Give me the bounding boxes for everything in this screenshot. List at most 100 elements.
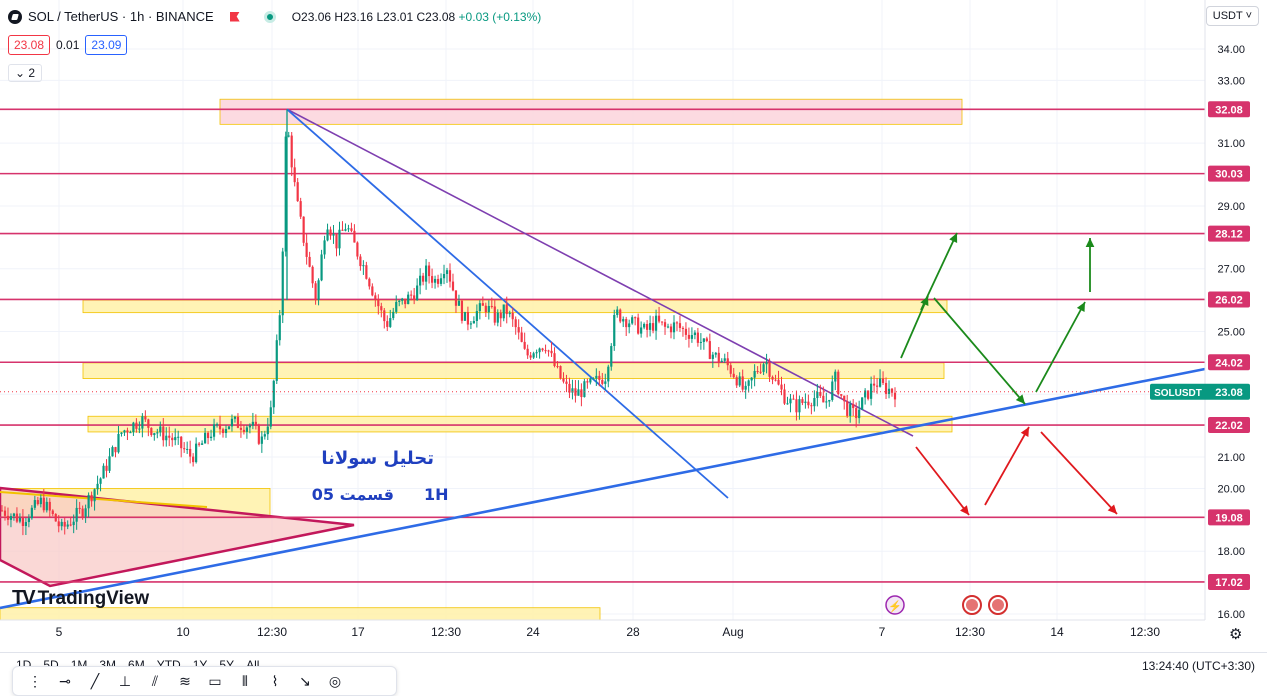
candle-body: [108, 456, 111, 471]
candle-body: [890, 388, 894, 393]
zone-pink: [219, 98, 963, 125]
candle-body: [610, 346, 613, 367]
candle-body: [206, 432, 210, 439]
candle-body: [9, 516, 13, 520]
candle-body: [413, 295, 416, 301]
vertical-line-icon[interactable]: ⊥: [118, 673, 132, 689]
level-label: 32.08: [1215, 104, 1243, 116]
candle-body: [159, 426, 162, 433]
candle-body: [654, 315, 658, 331]
candle-body: [834, 371, 837, 382]
price-tick-label: 25.00: [1217, 327, 1245, 339]
candle-body: [753, 370, 756, 378]
candle-body: [666, 326, 670, 328]
candle-body: [861, 397, 864, 410]
arrow-icon[interactable]: ↘: [299, 673, 311, 689]
candle-body: [604, 381, 607, 384]
gear-icon[interactable]: ⚙: [1229, 626, 1243, 643]
candle-body: [410, 294, 413, 296]
candle-body: [553, 353, 556, 367]
candle-body: [427, 265, 431, 277]
candle-body: [696, 332, 699, 343]
candle-body: [663, 322, 667, 327]
overlay-title: تحلیل سولانا: [321, 448, 434, 469]
candle-body: [248, 425, 251, 428]
candle-body: [75, 507, 78, 522]
candle-body: [78, 507, 81, 509]
indicators-toggle[interactable]: ⌄ 2: [8, 64, 43, 82]
time-tick-label: 14: [1050, 625, 1064, 639]
scenario-arrow: [933, 297, 1026, 405]
sell-price[interactable]: 23.08: [8, 35, 51, 55]
price-tick-label: 20.00: [1217, 483, 1245, 495]
candle-body: [371, 286, 374, 296]
scenario-arrow: [1035, 301, 1086, 393]
candle-body: [99, 478, 102, 484]
candle-body: [18, 517, 22, 522]
candle-body: [153, 433, 156, 436]
time-axis-bg: [0, 620, 1205, 652]
candle-body: [523, 341, 526, 349]
candle-body: [675, 322, 679, 324]
candle-body: [529, 355, 532, 358]
candle-body: [744, 385, 747, 390]
candle-body: [568, 383, 571, 393]
scenario-arrow: [1040, 431, 1118, 515]
candle-body: [433, 278, 437, 283]
candle-body: [386, 321, 389, 327]
trend-line-icon[interactable]: ╱: [90, 673, 100, 689]
symbol-title[interactable]: SOL / TetherUS · 1h · BINANCE: [28, 9, 214, 24]
fib-icon[interactable]: ≋: [179, 673, 191, 689]
candle-body: [678, 323, 682, 328]
open-value: O23.06: [291, 9, 332, 24]
candle-body: [657, 315, 661, 322]
candle-body: [759, 371, 762, 373]
candle-body: [687, 334, 691, 339]
candle-body: [290, 135, 293, 168]
candle-body: [499, 312, 502, 319]
path-icon[interactable]: ⌇: [271, 673, 279, 689]
candle-body: [613, 314, 616, 347]
candle-body: [541, 348, 544, 351]
buy-price[interactable]: 23.09: [85, 35, 128, 55]
candle-body: [804, 401, 807, 403]
candle-body: [771, 376, 774, 380]
candle-body: [451, 281, 455, 291]
tradingview-watermark: TV TradingView: [12, 587, 149, 610]
currency-button[interactable]: USDT ˅: [1205, 6, 1259, 26]
candle-body: [326, 229, 329, 241]
candle-body: [556, 366, 559, 368]
candle-body: [816, 391, 819, 399]
candle-body: [858, 409, 861, 419]
candle-body: [245, 427, 249, 432]
candle-body: [843, 395, 846, 402]
ohlc-values: O23.06 H23.16 L23.01 C23.08 +0.03 (+0.13…: [292, 10, 542, 24]
rectangle-icon[interactable]: ▭: [208, 673, 222, 689]
last-price-bg: [1150, 383, 1250, 400]
candle-body: [224, 429, 228, 434]
drag-handle-icon[interactable]: ⋮: [28, 673, 42, 689]
clock[interactable]: 13:24:40 (UTC+3:30): [1141, 659, 1255, 673]
candle-body: [69, 524, 72, 526]
long-position-icon[interactable]: ⫴: [242, 673, 248, 689]
level-label-bg: [1208, 225, 1250, 242]
candle-body: [242, 429, 246, 432]
horizontal-line-icon[interactable]: ⊸: [59, 673, 71, 689]
candle-body: [332, 234, 335, 236]
candle-body: [377, 299, 380, 307]
candle-body: [574, 388, 577, 396]
parallel-channel-icon[interactable]: ⫽: [151, 673, 159, 689]
candle-body: [209, 436, 213, 439]
candle-body: [526, 348, 529, 356]
candle-body: [302, 216, 305, 243]
candle-body: [493, 306, 496, 323]
flag-icon[interactable]: [229, 11, 240, 22]
candle-body: [580, 389, 583, 398]
candle-body: [203, 432, 207, 444]
candle-body: [669, 326, 673, 333]
time-tick-label: 12:30: [257, 625, 287, 639]
more-icon[interactable]: ◎: [328, 673, 342, 689]
level-label-bg: [1208, 101, 1250, 118]
